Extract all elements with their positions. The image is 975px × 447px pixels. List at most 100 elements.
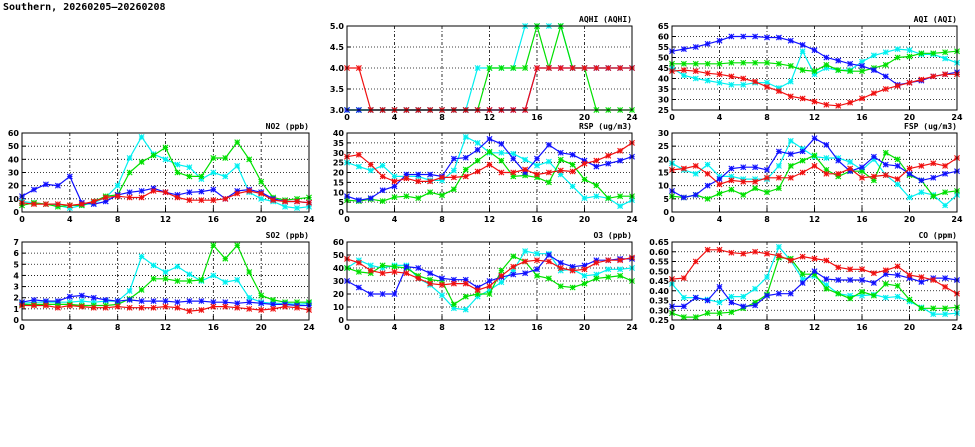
data-point-red [138,194,145,201]
data-point-green [391,263,398,270]
data-point-blue [764,34,770,41]
y-tick-label: 10 [333,303,345,312]
data-point-red [282,198,289,205]
data-point-blue [775,34,782,41]
y-tick-label: 50 [8,142,20,151]
x-tick-label: 4 [67,215,73,224]
data-point-blue [870,279,877,286]
data-point-red [54,201,61,208]
data-point-blue [799,148,806,155]
data-point-blue [42,181,49,188]
data-point-cyan [450,167,457,174]
x-tick-label: 16 [856,113,868,122]
data-point-green [498,65,505,71]
data-point-green [728,309,735,316]
data-point-blue [581,157,588,164]
data-point-green [222,255,229,262]
data-point-blue [704,182,711,189]
y-tick-label: 40 [8,155,20,164]
data-point-blue [740,303,747,310]
data-point-blue [379,187,386,194]
y-tick-label: 30 [333,277,345,286]
data-point-red [427,178,434,185]
data-point-red [942,71,949,78]
x-tick-label: 12 [809,323,820,332]
data-point-red [787,174,794,181]
y-tick-label: 2 [13,294,19,303]
data-point-red [930,277,937,284]
data-point-cyan [534,162,540,169]
data-point-blue [415,265,422,271]
data-point-blue [617,157,624,164]
data-point-blue [787,151,794,158]
data-point-blue [174,191,181,198]
data-point-red [234,190,241,197]
data-point-cyan [174,161,181,168]
data-point-green [906,296,913,303]
data-point-blue [716,283,723,290]
data-point-blue [557,259,564,266]
data-point-green [545,275,552,282]
data-point-blue [234,300,241,307]
data-point-red [90,304,97,311]
data-point-green [498,267,505,274]
data-point-blue [42,298,49,305]
y-tick-label: 45 [658,64,670,73]
data-point-green [787,62,794,69]
data-point-red [198,197,205,204]
data-point-green [174,278,181,284]
data-point-green [764,189,770,196]
y-tick-label: 60 [333,238,345,247]
y-tick-label: 20 [333,290,345,299]
data-point-blue [569,151,576,158]
data-point-red [752,78,759,85]
data-point-red [474,168,481,175]
data-point-red [752,248,759,255]
data-point-red [522,258,529,265]
data-point-cyan [799,48,806,55]
data-point-red [859,174,865,181]
data-point-blue [90,201,97,208]
data-point-red [450,174,457,181]
data-point-red [162,189,169,196]
data-point-green [847,68,854,75]
data-point-green [510,253,517,260]
data-point-red [294,198,301,205]
data-point-red [811,98,818,105]
data-point-green [498,157,505,164]
data-point-cyan [740,81,747,88]
data-point-blue [210,186,217,193]
data-point-red [102,304,109,311]
data-point-green [787,162,794,169]
data-point-cyan [605,266,612,273]
data-point-red [30,201,37,208]
data-point-cyan [775,162,782,169]
data-point-red [403,175,410,182]
x-tick-label: 12 [484,215,495,224]
data-point-green [918,50,925,57]
x-tick-label: 16 [531,323,543,332]
x-tick-label: 24 [626,113,638,122]
data-point-red [930,73,937,80]
data-point-red [569,168,576,175]
data-point-blue [498,140,505,147]
data-point-red [270,305,277,312]
data-point-blue [811,47,818,54]
data-point-green [569,161,576,168]
data-point-red [593,157,600,164]
data-point-blue [439,275,445,282]
x-tick-label: 20 [904,323,916,332]
chart-aqhi: 3.0 3.5 4.0 4.5 5.0 0 4 8 12 16 20 24 AQHI (AQHI) [330,15,638,122]
data-point-red [439,281,445,288]
data-point-cyan [918,189,925,196]
data-point-cyan [246,294,253,301]
x-tick-label: 8 [115,323,121,332]
data-point-red [823,101,830,108]
data-point-green [198,276,205,283]
data-point-green [704,60,711,67]
data-point-blue [138,298,145,305]
data-point-green [942,305,949,312]
x-tick-label: 8 [764,113,770,122]
data-point-red [894,82,901,89]
y-tick-label: 0.50 [649,267,669,276]
